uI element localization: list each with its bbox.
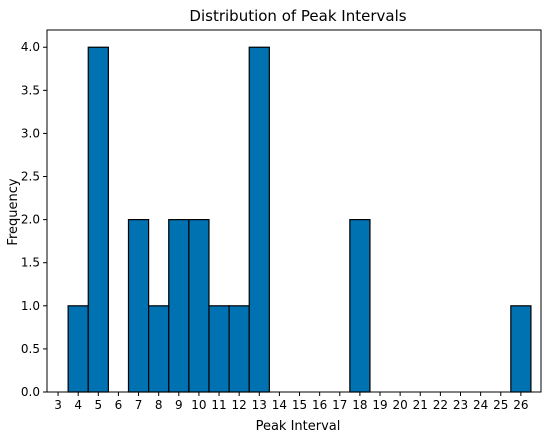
bar-8 (148, 305, 170, 393)
y-tick-label: 3.5 (21, 83, 40, 97)
bar-11 (208, 305, 230, 393)
bar-9 (168, 219, 190, 393)
x-tick-label: 22 (433, 398, 448, 412)
x-tick-label: 7 (135, 398, 143, 412)
x-tick-label: 26 (513, 398, 528, 412)
x-tick-label: 14 (272, 398, 287, 412)
bars-group (67, 46, 532, 393)
y-tick-label: 3.0 (21, 126, 40, 140)
x-tick-label: 17 (332, 398, 347, 412)
y-tick-label: 4.0 (21, 40, 40, 54)
bar-5 (87, 46, 109, 393)
x-tick-label: 12 (232, 398, 247, 412)
bar-4 (67, 305, 89, 393)
y-axis: 0.0 0.5 1.0 1.5 2.0 2.5 3.0 3.5 4.0 (21, 40, 47, 399)
x-tick-label: 9 (175, 398, 183, 412)
y-tick-label: 0.0 (21, 385, 40, 399)
x-tick-label: 25 (493, 398, 508, 412)
y-axis-label: Frequency (6, 178, 21, 245)
x-axis: 3 4 5 6 7 8 9 10 11 12 13 14 15 16 17 18 19 20 21 22 23 24 25 2… (54, 392, 529, 412)
bar-26 (510, 305, 532, 393)
y-tick-label: 2.5 (21, 170, 40, 184)
plot-frame (46, 29, 542, 393)
x-tick-label: 19 (372, 398, 387, 412)
x-tick-label: 5 (94, 398, 102, 412)
x-tick-label: 16 (312, 398, 327, 412)
x-tick-label: 15 (292, 398, 307, 412)
x-tick-label: 4 (74, 398, 82, 412)
x-tick-label: 11 (211, 398, 226, 412)
bar-18 (349, 219, 371, 393)
x-tick-label: 10 (191, 398, 206, 412)
x-tick-label: 13 (252, 398, 267, 412)
y-tick-label: 1.0 (21, 299, 40, 313)
chart-title: Distribution of Peak Intervals (189, 7, 406, 25)
bar-7 (127, 219, 150, 393)
x-tick-label: 23 (453, 398, 468, 412)
x-tick-label: 18 (352, 398, 367, 412)
x-tick-label: 20 (393, 398, 408, 412)
y-tick-label: 0.5 (21, 342, 40, 356)
bar-12 (228, 305, 250, 393)
x-tick-label: 24 (473, 398, 488, 412)
plot-area (46, 29, 542, 393)
bar-10 (188, 219, 210, 393)
x-tick-label: 8 (155, 398, 163, 412)
bar-13 (248, 46, 270, 393)
x-tick-label: 3 (54, 398, 62, 412)
y-tick-label: 2.0 (21, 213, 40, 227)
y-tick-label: 1.5 (21, 256, 40, 270)
x-tick-label: 6 (115, 398, 123, 412)
x-axis-label: Peak Interval (256, 419, 341, 434)
x-tick-label: 21 (413, 398, 428, 412)
